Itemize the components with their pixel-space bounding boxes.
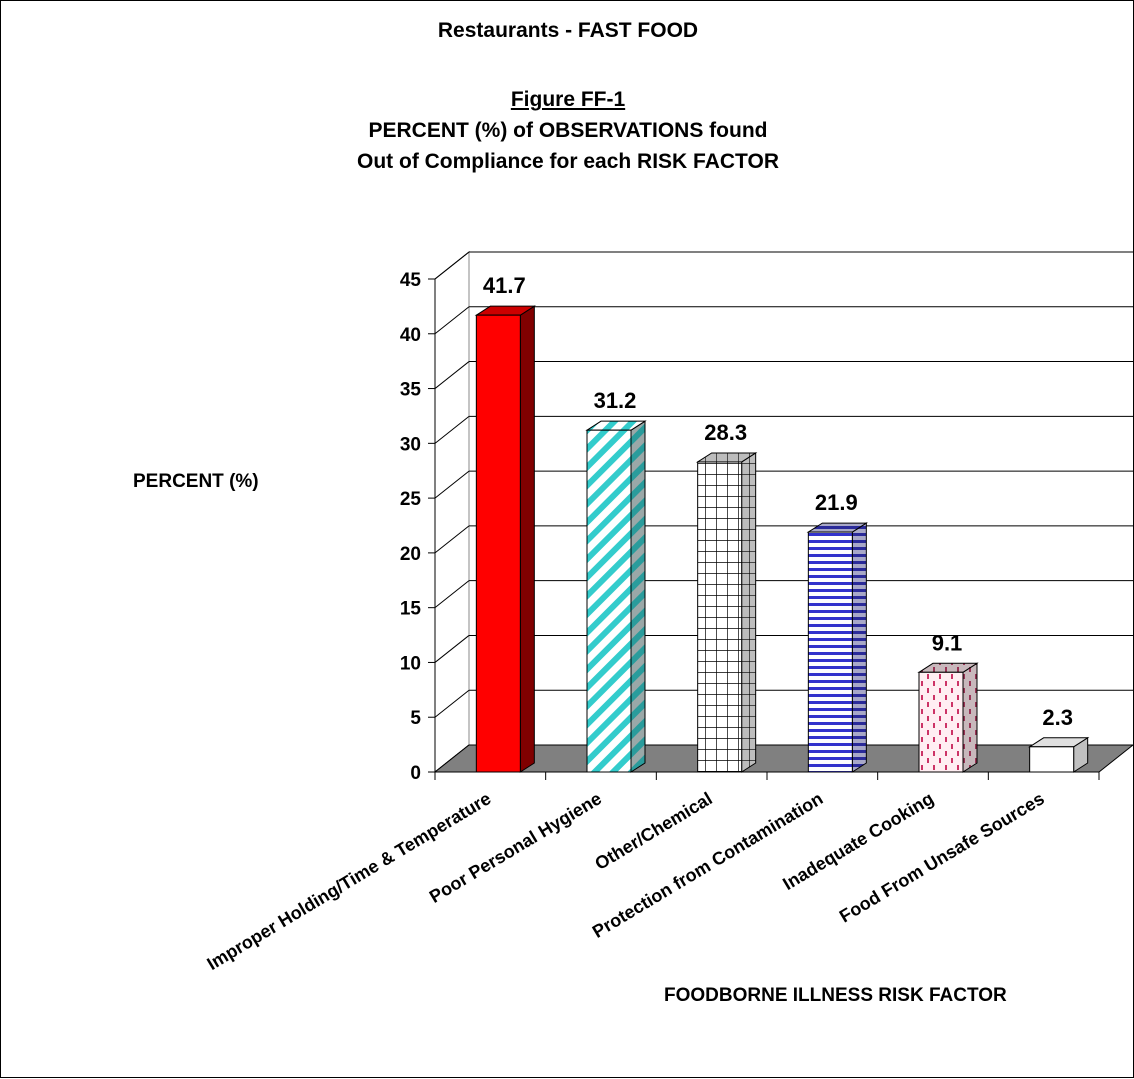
x-category-label: Food From Unsafe Sources [836, 788, 1048, 926]
bar-side [741, 452, 757, 773]
data-label: 21.9 [815, 490, 858, 515]
chart-title-line1: PERCENT (%) of OBSERVATIONS found [368, 119, 768, 142]
bar [806, 522, 869, 773]
y-tick-label: 10 [400, 653, 421, 674]
y-tick-label: 45 [400, 270, 422, 291]
y-tick-label: 35 [400, 380, 422, 401]
data-label: 2.3 [1042, 705, 1073, 730]
bar [474, 305, 537, 773]
bar-front [697, 461, 743, 773]
gridline-left [434, 251, 470, 280]
x-tick-labels: Improper Holding/Time & TemperaturePoor … [203, 788, 1047, 974]
data-label: 31.2 [594, 388, 637, 413]
y-tick-label: 30 [400, 434, 421, 455]
y-tick-label: 5 [410, 708, 421, 729]
y-tick-label: 40 [400, 325, 421, 346]
plot-walls [434, 250, 1133, 774]
gridline-left [434, 525, 470, 554]
x-axis-label: FOODBORNE ILLNESS RISK FACTOR [664, 985, 1007, 1006]
bar [917, 662, 979, 773]
plot-floor [433, 744, 1134, 773]
bar [1027, 736, 1090, 773]
bar-front [807, 531, 853, 773]
data-label: 41.7 [483, 273, 526, 298]
y-axis-label: PERCENT (%) [133, 471, 259, 492]
bar-side [630, 420, 646, 773]
gridline-left [434, 635, 470, 663]
y-tick-label: 20 [400, 544, 421, 565]
figure-label: Figure FF-1 [510, 88, 626, 111]
gridline-left [434, 361, 470, 389]
gridline-left [434, 415, 470, 444]
bars [474, 305, 1090, 773]
x-axis [434, 771, 1100, 780]
chart-header: Restaurants - FAST FOOD [437, 19, 699, 42]
bar-side [851, 522, 867, 773]
bar-front [475, 314, 521, 773]
chart-title-line2: Out of Compliance for each RISK FACTOR [357, 150, 779, 173]
data-labels: 41.7 31.2 28.3 21.9 9.1 2.3 [483, 273, 1073, 730]
gridline-left [434, 306, 470, 335]
floor-plane [433, 744, 1134, 773]
bar-front [1029, 746, 1075, 773]
bar-front [586, 429, 632, 773]
x-category-label: Protection from Contamination [589, 788, 826, 942]
bar-side [962, 662, 978, 773]
y-tick-label: 15 [400, 599, 422, 620]
bar-front [918, 671, 964, 773]
y-tick-label: 25 [400, 489, 422, 510]
bar [695, 452, 758, 773]
bar-side [519, 305, 535, 773]
gridline-left [434, 580, 470, 609]
y-tick-label: 0 [410, 763, 421, 784]
bar [585, 420, 647, 773]
y-axis: 0 5 10 15 20 25 30 35 40 45 [400, 270, 436, 784]
back-wall [469, 252, 1133, 745]
data-label: 28.3 [704, 420, 747, 445]
data-label: 9.1 [932, 630, 963, 655]
gridline-left [434, 470, 470, 499]
gridline-left [434, 689, 470, 718]
